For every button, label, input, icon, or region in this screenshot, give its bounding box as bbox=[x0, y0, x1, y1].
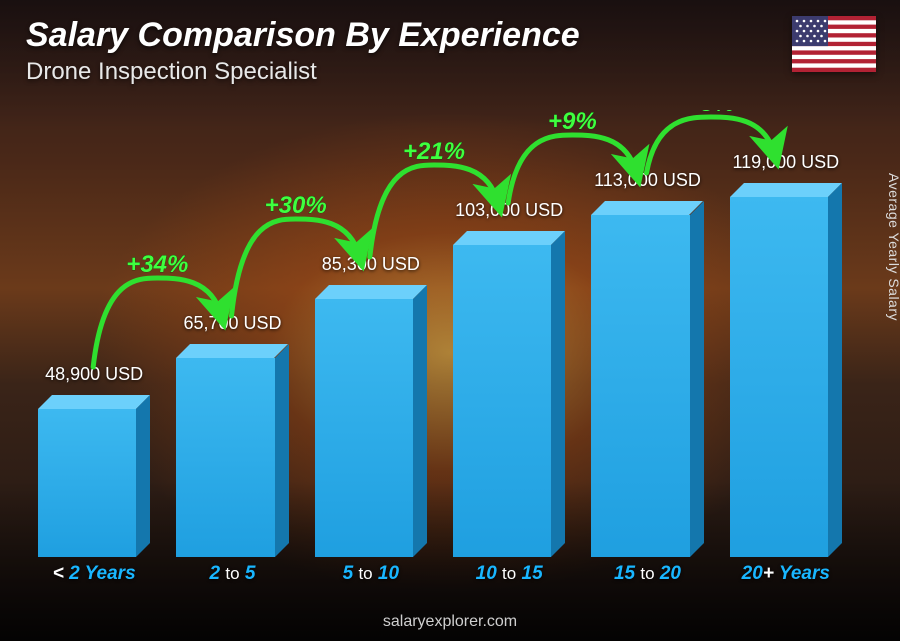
bar-4: 113,000 USD bbox=[591, 170, 703, 557]
y-axis-label: Average Yearly Salary bbox=[886, 173, 900, 321]
x-label-4: 15 to 20 bbox=[591, 563, 703, 591]
bar-value-label: 48,900 USD bbox=[45, 364, 143, 385]
bar-0: 48,900 USD bbox=[38, 364, 150, 557]
footer-credit: salaryexplorer.com bbox=[0, 613, 900, 631]
bar-shape bbox=[591, 201, 703, 557]
bar-shape bbox=[38, 395, 150, 557]
bar-2: 85,300 USD bbox=[315, 254, 427, 557]
delta-label-3: +9% bbox=[548, 110, 597, 135]
bar-value-label: 85,300 USD bbox=[322, 254, 420, 275]
x-label-2: 5 to 10 bbox=[315, 563, 427, 591]
x-label-3: 10 to 15 bbox=[453, 563, 565, 591]
bar-shape bbox=[176, 344, 288, 557]
bars-container: 48,900 USD 65,700 USD 85,300 USD 103,000 US… bbox=[30, 137, 850, 557]
bar-shape bbox=[730, 183, 842, 557]
x-label-5: 20+ Years bbox=[730, 563, 842, 591]
infographic-stage: Salary Comparison By Experience Drone In… bbox=[0, 0, 900, 641]
title: Salary Comparison By Experience bbox=[26, 16, 580, 55]
subtitle: Drone Inspection Specialist bbox=[26, 58, 317, 86]
x-label-1: 2 to 5 bbox=[176, 563, 288, 591]
bar-1: 65,700 USD bbox=[176, 313, 288, 557]
bar-value-label: 113,000 USD bbox=[594, 170, 701, 191]
x-label-0: < 2 Years bbox=[38, 563, 150, 591]
bar-3: 103,000 USD bbox=[453, 200, 565, 557]
bar-shape bbox=[453, 231, 565, 557]
us-flag-icon bbox=[792, 16, 876, 72]
bar-chart: 48,900 USD 65,700 USD 85,300 USD 103,000 US… bbox=[30, 110, 850, 591]
bar-value-label: 65,700 USD bbox=[183, 313, 281, 334]
bar-value-label: 103,000 USD bbox=[455, 200, 563, 221]
x-axis-labels: < 2 Years 2 to 5 5 to 10 10 to 15 15 to 20 20… bbox=[30, 563, 850, 591]
bar-shape bbox=[315, 285, 427, 557]
delta-label-4: +5% bbox=[686, 110, 735, 117]
bar-value-label: 119,000 USD bbox=[732, 152, 839, 173]
bar-5: 119,000 USD bbox=[730, 152, 842, 557]
